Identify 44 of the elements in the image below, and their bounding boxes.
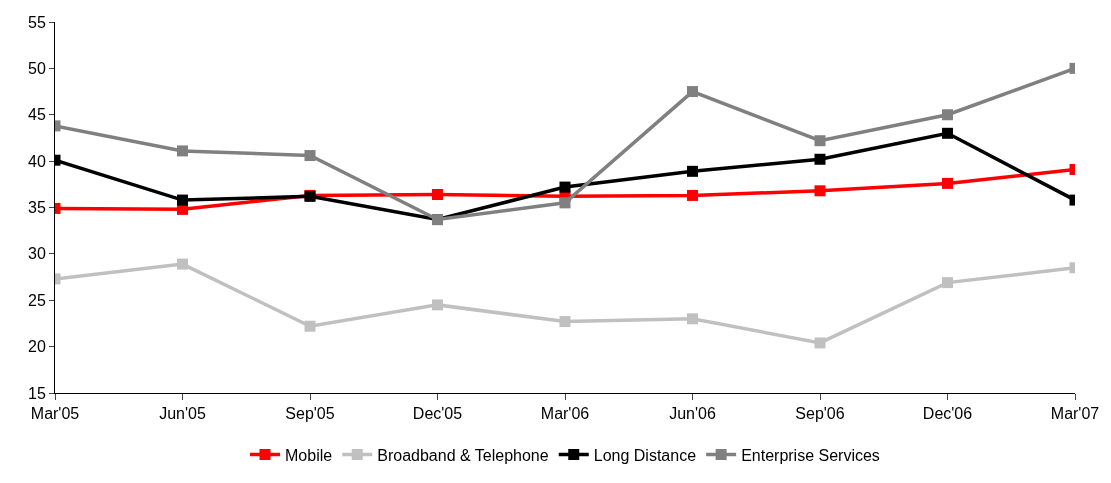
y-tick-label: 55 (28, 13, 46, 31)
y-tick-label: 40 (28, 152, 46, 170)
x-tick-label: Jun'06 (669, 405, 716, 423)
point (814, 135, 826, 147)
point (687, 189, 698, 201)
point (559, 197, 571, 209)
legend-label: Mobile (285, 446, 333, 464)
x-tick-label: Mar'07 (1050, 405, 1100, 423)
x-tick-label: Sep'05 (285, 405, 335, 423)
point (432, 189, 443, 201)
legend-label: Enterprise Services (741, 446, 880, 464)
point (687, 313, 698, 325)
x-tick-label: Sep'06 (795, 405, 845, 423)
legend-label: Long Distance (593, 446, 697, 464)
x-tick-label: Mar'05 (30, 405, 80, 423)
point (177, 145, 188, 157)
point (942, 277, 953, 289)
point (559, 181, 571, 193)
point (432, 299, 443, 311)
x-tick-label: Dec'06 (922, 405, 973, 423)
point (304, 150, 316, 162)
y-tick-label: 20 (28, 338, 46, 356)
y-tick-label: 35 (28, 199, 46, 217)
point (814, 153, 826, 165)
x-tick-label: Dec'05 (412, 405, 463, 423)
y-tick-label: 25 (28, 291, 46, 309)
x-tick-label: Jun'05 (159, 405, 206, 423)
legend-label: Broadband & Telephone (377, 446, 549, 464)
point (687, 86, 698, 98)
point (177, 258, 188, 270)
point (942, 109, 953, 121)
y-tick-label: 45 (28, 106, 46, 124)
point (304, 320, 316, 332)
point (177, 194, 188, 206)
point (559, 316, 571, 328)
point (814, 185, 826, 197)
point (942, 177, 953, 189)
point (687, 165, 698, 177)
x-tick-label: Mar'06 (540, 405, 590, 423)
point (942, 127, 953, 139)
point (814, 337, 826, 349)
y-tick-label: 15 (28, 384, 46, 402)
y-tick-label: 30 (28, 245, 46, 263)
y-tick-label: 50 (28, 59, 46, 77)
